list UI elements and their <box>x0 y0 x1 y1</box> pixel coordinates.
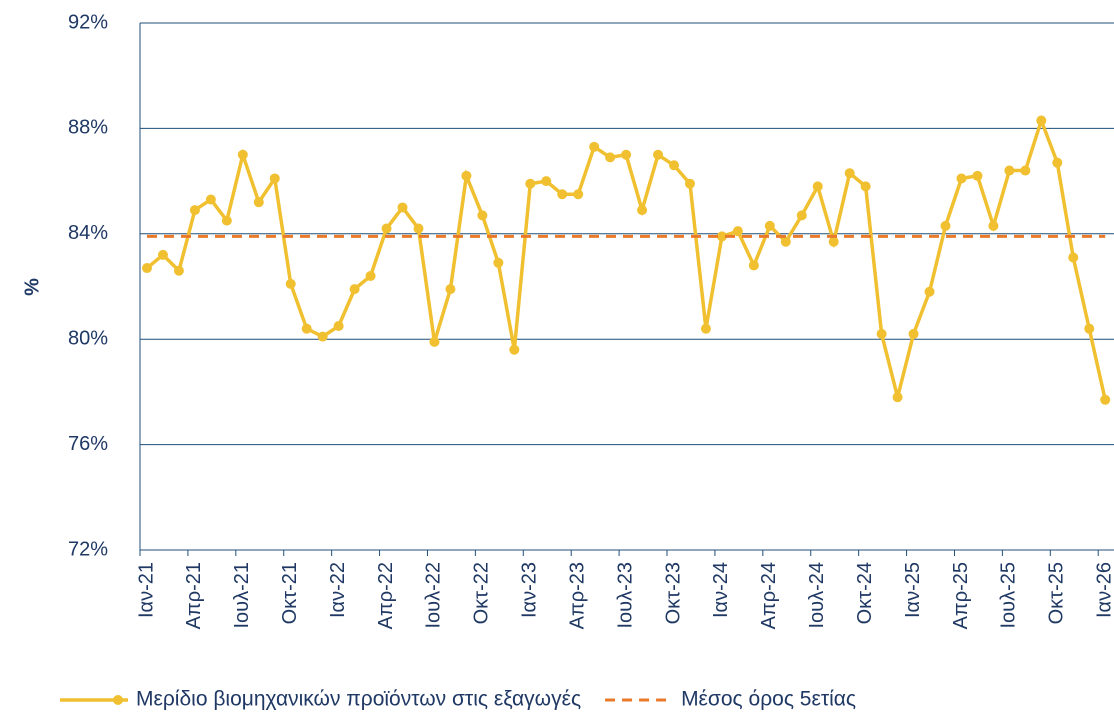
data-point <box>780 236 791 247</box>
data-point <box>876 328 887 339</box>
data-point <box>844 168 855 179</box>
data-point <box>956 173 967 184</box>
x-tick-label: Οκτ-21 <box>279 562 301 624</box>
data-point <box>557 189 568 200</box>
data-point <box>301 323 312 334</box>
data-point <box>317 331 328 342</box>
data-point <box>669 160 680 171</box>
x-tick-label: Ιουλ-22 <box>423 562 445 629</box>
data-point <box>429 336 440 347</box>
x-tick-label: Απρ-21 <box>183 562 205 629</box>
data-point <box>812 181 823 192</box>
data-point <box>716 231 727 242</box>
data-point <box>988 220 999 231</box>
x-tick-label: Ιαν-22 <box>327 562 349 618</box>
x-tick-label: Ιαν-25 <box>902 562 924 618</box>
x-tick-label: Ιαν-21 <box>135 562 157 618</box>
data-point <box>221 215 232 226</box>
x-tick-label: Απρ-23 <box>566 562 588 629</box>
data-point <box>1100 394 1111 405</box>
data-point <box>509 344 520 355</box>
x-tick-label: Απρ-24 <box>758 562 780 629</box>
x-tick-label: Απρ-22 <box>375 562 397 629</box>
data-line <box>145 115 1107 401</box>
data-point <box>796 210 807 221</box>
data-point <box>365 270 376 281</box>
x-tick-label: Οκτ-24 <box>854 562 876 624</box>
legend-marker <box>113 695 123 705</box>
y-axis-label: % <box>21 278 43 296</box>
data-point <box>637 205 648 216</box>
data-point <box>748 260 759 271</box>
data-point <box>924 286 935 297</box>
x-tick-label: Απρ-25 <box>950 562 972 629</box>
data-point <box>381 223 392 234</box>
data-point <box>525 178 536 189</box>
data-point <box>333 321 344 332</box>
data-point <box>940 220 951 231</box>
data-point <box>732 226 743 237</box>
data-point <box>142 263 152 274</box>
x-tick-label: Ιουλ-25 <box>998 562 1020 629</box>
data-point <box>253 197 264 208</box>
x-tick-label: Ιουλ-24 <box>806 562 828 629</box>
data-point <box>461 170 472 181</box>
data-point <box>285 278 296 289</box>
data-point <box>173 265 184 276</box>
y-tick-label: 76% <box>68 433 108 455</box>
y-tick-label: 72% <box>68 538 108 560</box>
data-point <box>1052 157 1063 168</box>
data-point <box>621 149 632 160</box>
x-tick-label: Ιαν-24 <box>710 562 732 618</box>
data-point <box>269 173 280 184</box>
data-point <box>157 249 168 260</box>
x-tick-label: Ιουλ-21 <box>231 562 253 629</box>
data-point <box>700 323 711 334</box>
data-point <box>860 181 871 192</box>
data-point <box>605 152 616 163</box>
data-point <box>684 178 695 189</box>
data-point <box>589 141 600 152</box>
data-point <box>413 223 424 234</box>
data-point <box>653 149 664 160</box>
x-tick-label: Οκτ-23 <box>662 562 684 624</box>
y-tick-label: 92% <box>68 11 108 33</box>
data-point <box>972 170 983 181</box>
data-point <box>908 328 919 339</box>
x-tick-label: Ιαν-23 <box>519 562 541 618</box>
data-point <box>1036 115 1047 126</box>
data-point <box>892 392 903 403</box>
data-point <box>205 194 216 205</box>
data-point <box>1020 165 1031 176</box>
data-point <box>397 202 408 213</box>
legend-label: Μερίδιο βιομηχανικών προϊόντων στις εξαγ… <box>136 688 581 711</box>
x-tick-label: Οκτ-22 <box>471 562 493 624</box>
data-point <box>1084 323 1095 334</box>
data-point <box>828 236 839 247</box>
x-tick-label: Ιαν-26 <box>1093 562 1114 618</box>
y-tick-label: 88% <box>68 117 108 139</box>
data-point <box>573 189 584 200</box>
data-point <box>493 257 504 268</box>
data-point <box>1068 252 1079 263</box>
data-point <box>764 220 775 231</box>
legend-label: Μέσος όρος 5ετίας <box>681 688 856 711</box>
data-point <box>1004 165 1015 176</box>
y-tick-label: 84% <box>68 222 108 244</box>
data-point <box>349 284 360 295</box>
data-point <box>189 205 200 216</box>
data-point <box>541 176 552 187</box>
data-point <box>237 149 248 160</box>
x-tick-label: Ιουλ-23 <box>614 562 636 629</box>
data-point <box>477 210 488 221</box>
y-tick-label: 80% <box>68 327 108 349</box>
x-tick-label: Οκτ-25 <box>1046 562 1068 624</box>
data-point <box>445 284 456 295</box>
